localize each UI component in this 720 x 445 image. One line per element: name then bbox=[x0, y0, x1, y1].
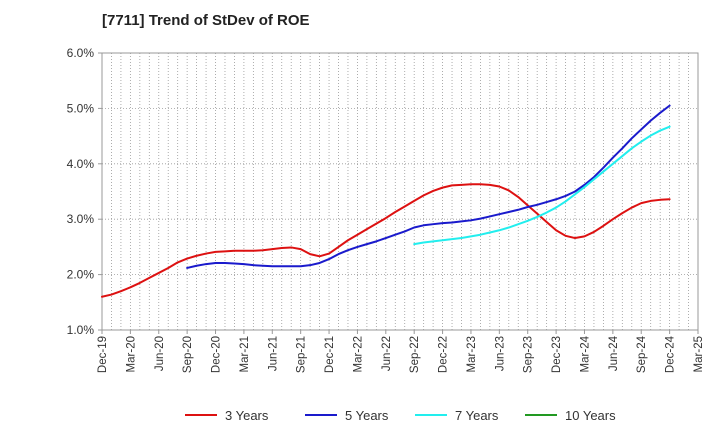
y-tick-label: 3.0% bbox=[67, 212, 95, 226]
x-tick-label: Sep-23 bbox=[523, 336, 535, 373]
x-tick-label: Dec-24 bbox=[665, 335, 677, 373]
x-tick-label: Jun-22 bbox=[381, 336, 393, 371]
y-tick-label: 4.0% bbox=[67, 157, 95, 171]
x-tick-label: Jun-24 bbox=[608, 335, 620, 371]
x-tick-label: Mar-22 bbox=[352, 336, 364, 372]
legend-label: 10 Years bbox=[565, 408, 616, 423]
series-layer bbox=[101, 104, 671, 298]
x-tick-label: Sep-21 bbox=[296, 336, 308, 373]
x-tick-label: Mar-24 bbox=[579, 335, 591, 372]
legend-label: 3 Years bbox=[225, 408, 269, 423]
x-tick-label: Mar-21 bbox=[239, 336, 251, 372]
legend-label: 5 Years bbox=[345, 408, 389, 423]
legend-label: 7 Years bbox=[455, 408, 499, 423]
y-tick-label: 6.0% bbox=[67, 46, 95, 60]
axis-layer: 1.0% 2.0% 3.0% 4.0% 5.0% 6.0% Dec-19 Mar-20 Jun-… bbox=[67, 46, 705, 373]
series-line-3-years bbox=[101, 183, 671, 298]
series-line-7-years bbox=[413, 125, 671, 246]
x-tick-label: Mar-23 bbox=[466, 336, 478, 372]
grid-layer bbox=[101, 52, 699, 331]
legend: 3 Years 5 Years 7 Years 10 Years bbox=[185, 408, 616, 423]
x-tick-label: Dec-20 bbox=[211, 336, 223, 373]
x-tick-label: Dec-19 bbox=[97, 336, 109, 373]
y-tick-label: 2.0% bbox=[67, 268, 95, 282]
x-tick-label: Jun-20 bbox=[154, 336, 166, 371]
x-tick-label: Sep-24 bbox=[636, 335, 648, 373]
x-tick-label: Sep-20 bbox=[182, 336, 194, 373]
plot-area bbox=[101, 52, 699, 331]
x-tick-label: Dec-23 bbox=[551, 336, 563, 373]
x-tick-label: Jun-21 bbox=[267, 336, 279, 371]
y-tick-label: 5.0% bbox=[67, 101, 95, 115]
series-line-5-years bbox=[186, 104, 671, 269]
x-tick-label: Sep-22 bbox=[409, 336, 421, 373]
x-tick-label: Mar-25 bbox=[693, 336, 705, 372]
x-tick-label: Dec-22 bbox=[438, 336, 450, 373]
x-tick-label: Dec-21 bbox=[324, 336, 336, 373]
y-tick-label: 1.0% bbox=[67, 323, 95, 337]
x-tick-label: Mar-20 bbox=[125, 336, 137, 372]
chart-title: [7711] Trend of StDev of ROE bbox=[102, 12, 310, 29]
x-tick-label: Jun-23 bbox=[494, 336, 506, 371]
